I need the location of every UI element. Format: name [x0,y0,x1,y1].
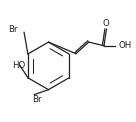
Text: Br: Br [33,95,42,104]
Text: HO: HO [12,61,25,70]
Text: Br: Br [8,25,17,34]
Text: O: O [102,19,109,28]
Text: OH: OH [118,41,131,50]
